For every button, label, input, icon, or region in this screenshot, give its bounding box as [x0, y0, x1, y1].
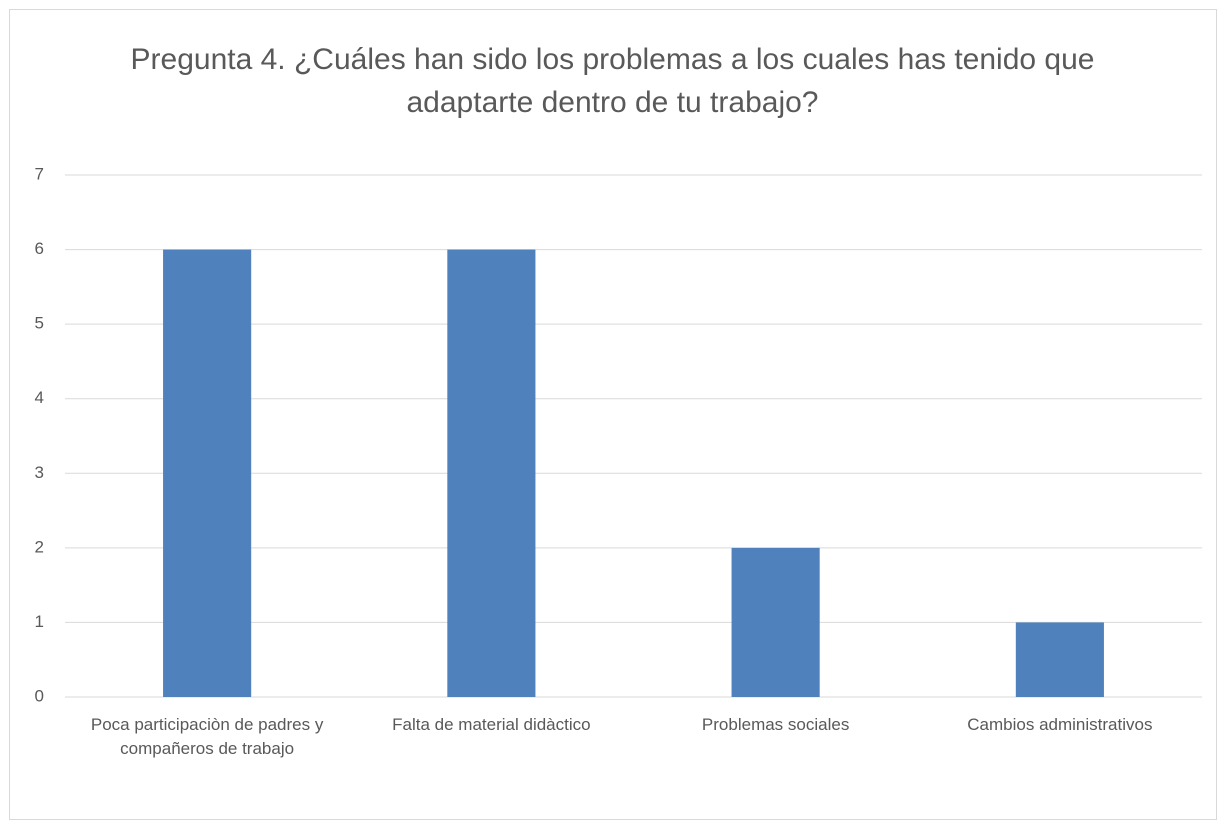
x-tick-label: Poca participaciòn de padres y compañero…: [90, 715, 324, 758]
y-tick-label: 5: [35, 314, 44, 333]
y-tick-label: 0: [35, 686, 44, 705]
y-tick-label: 3: [35, 463, 44, 482]
bar: [731, 547, 820, 697]
y-tick-label: 6: [35, 239, 44, 258]
x-tick-label: Problemas sociales: [701, 715, 850, 734]
bar: [447, 249, 536, 698]
y-tick-label: 1: [35, 612, 44, 631]
y-tick-label: 4: [35, 388, 44, 407]
chart-title: Pregunta 4. ¿Cuáles han sido los problem…: [130, 43, 1095, 119]
bar: [163, 249, 252, 698]
x-tick-label: Falta de material didàctico: [392, 715, 591, 734]
x-tick-label: Cambios administrativos: [967, 715, 1153, 734]
bar: [1015, 622, 1104, 697]
y-tick-label: 7: [35, 164, 44, 183]
y-tick-label: 2: [35, 537, 44, 556]
